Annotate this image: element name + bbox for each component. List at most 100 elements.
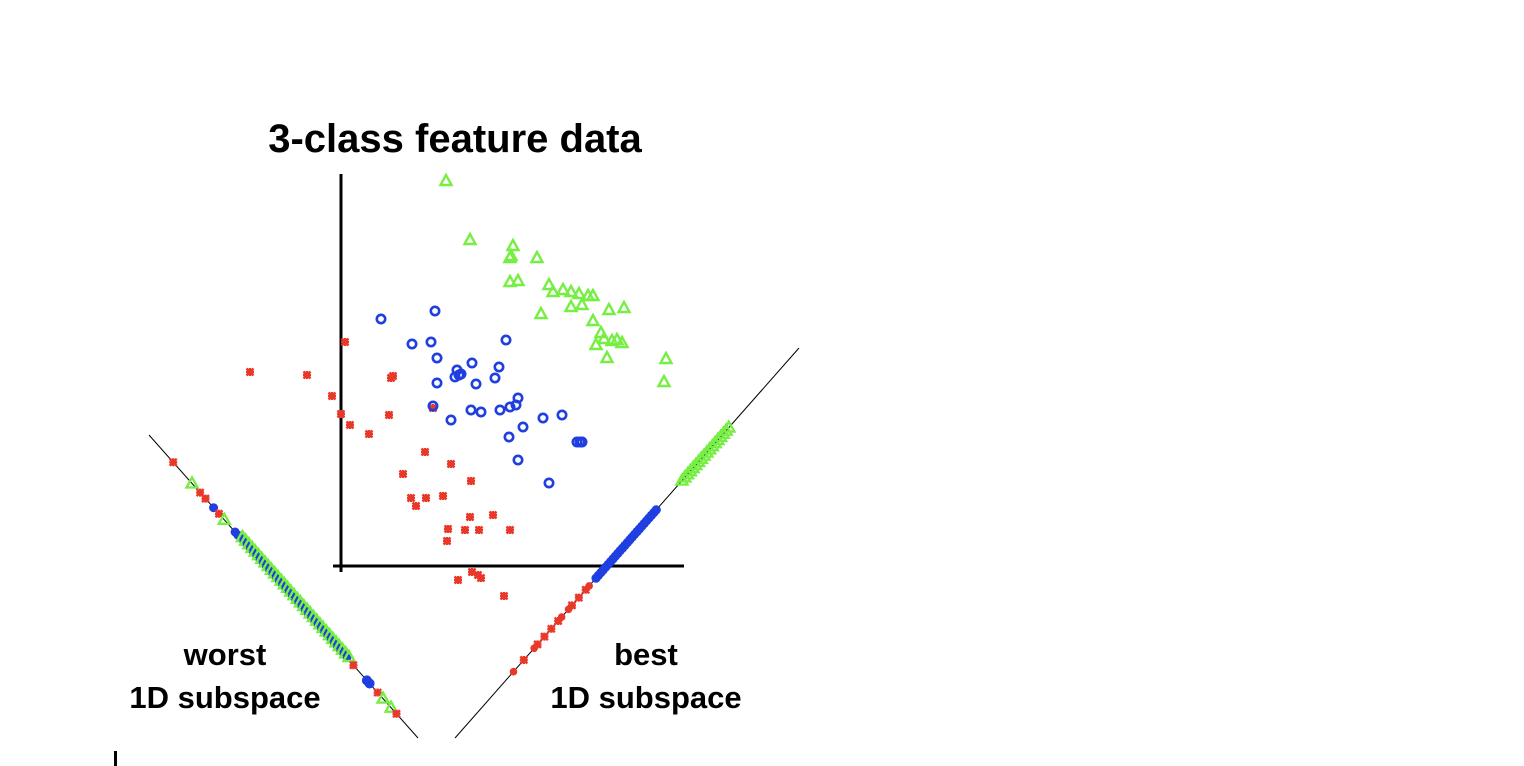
triangle-icon — [588, 336, 604, 351]
circle-icon — [494, 404, 506, 416]
circle-icon — [427, 400, 439, 412]
circle-icon — [493, 361, 505, 373]
best-projection-points — [509, 419, 737, 676]
circle-icon — [512, 392, 524, 404]
star-icon — [340, 337, 350, 347]
circle-icon — [504, 401, 516, 413]
star-icon — [406, 493, 416, 503]
star-icon — [581, 585, 591, 595]
circle-icon — [406, 338, 418, 350]
class-blue-points — [375, 305, 588, 489]
triangle-icon — [341, 648, 357, 663]
circle-icon — [503, 431, 515, 443]
star-icon — [195, 488, 205, 497]
triangle-icon — [563, 298, 579, 313]
figure-title: 3-class feature data — [268, 117, 642, 161]
star-icon — [453, 575, 463, 585]
star-icon — [465, 512, 475, 522]
star-icon — [420, 447, 430, 457]
triangle-icon — [721, 419, 737, 433]
triangle-icon — [502, 249, 518, 264]
star-icon — [443, 524, 453, 534]
star-icon — [336, 409, 346, 419]
circle-icon — [537, 412, 549, 424]
star-icon — [533, 640, 542, 649]
triangle-icon — [658, 350, 674, 365]
triangle-icon — [505, 237, 521, 252]
triangle-icon — [184, 474, 200, 489]
triangle-icon — [614, 334, 630, 349]
star-icon — [546, 624, 556, 634]
triangle-icon — [438, 172, 454, 187]
star-icon — [245, 367, 255, 377]
triangle-icon — [375, 690, 391, 704]
worst-projection-points — [168, 457, 401, 719]
star-icon — [364, 429, 374, 439]
triangle-icon — [656, 373, 672, 388]
triangle-icon — [529, 249, 545, 264]
triangle-icon — [571, 285, 587, 300]
star-icon — [499, 591, 509, 601]
star-icon — [574, 593, 584, 602]
star-icon — [446, 459, 456, 469]
star-icon — [519, 655, 529, 665]
triangle-icon — [585, 312, 601, 327]
triangle-icon — [533, 305, 549, 320]
triangle-icon — [563, 283, 579, 298]
star-icon — [466, 476, 476, 486]
circle-icon — [556, 409, 568, 421]
star-icon — [442, 536, 452, 546]
circle-icon — [576, 436, 588, 448]
star-icon — [345, 420, 355, 430]
star-icon — [428, 403, 438, 413]
circle-icon — [466, 357, 478, 369]
circle-icon — [489, 372, 501, 384]
star-icon — [214, 509, 224, 519]
star-icon — [421, 493, 431, 503]
dot-icon — [364, 678, 375, 689]
dot-icon — [651, 505, 661, 515]
circle-icon — [425, 336, 437, 348]
triangle-icon — [510, 272, 526, 287]
star-icon — [168, 457, 178, 467]
star-icon — [476, 573, 486, 583]
triangle-icon — [545, 283, 561, 298]
star-icon — [553, 616, 563, 626]
circle-icon — [431, 377, 443, 389]
circle-icon — [375, 313, 387, 325]
circle-icon — [475, 406, 487, 418]
circle-icon — [512, 454, 524, 466]
triangle-icon — [574, 296, 590, 311]
star-icon — [460, 525, 470, 535]
circle-icon — [517, 421, 529, 433]
triangle-icon — [216, 511, 232, 526]
circle-icon — [500, 334, 512, 346]
triangle-icon — [616, 299, 632, 314]
triangle-icon — [585, 287, 601, 302]
triangle-icon — [555, 281, 571, 296]
star-icon — [373, 688, 382, 697]
star-icon — [505, 525, 515, 535]
star-icon — [467, 567, 477, 577]
star-icon — [349, 660, 358, 670]
triangle-icon — [462, 231, 478, 246]
star-icon — [392, 709, 401, 719]
triangle-icon — [502, 273, 518, 288]
star-icon — [302, 370, 312, 380]
star-icon — [488, 510, 498, 520]
circle-icon — [470, 378, 482, 390]
triangle-icon — [601, 301, 617, 316]
star-icon — [398, 469, 408, 479]
best-label-line2: 1D subspace — [550, 680, 741, 715]
circle-icon — [431, 352, 443, 364]
triangle-icon — [596, 330, 612, 345]
circle-icon — [543, 477, 555, 489]
triangle-icon — [541, 276, 557, 291]
circle-icon — [465, 404, 477, 416]
dot-icon — [585, 582, 593, 590]
class-red-points — [245, 337, 515, 601]
star-icon — [411, 501, 421, 511]
worst-label-line2: 1D subspace — [129, 680, 320, 715]
dot-icon — [509, 667, 518, 676]
